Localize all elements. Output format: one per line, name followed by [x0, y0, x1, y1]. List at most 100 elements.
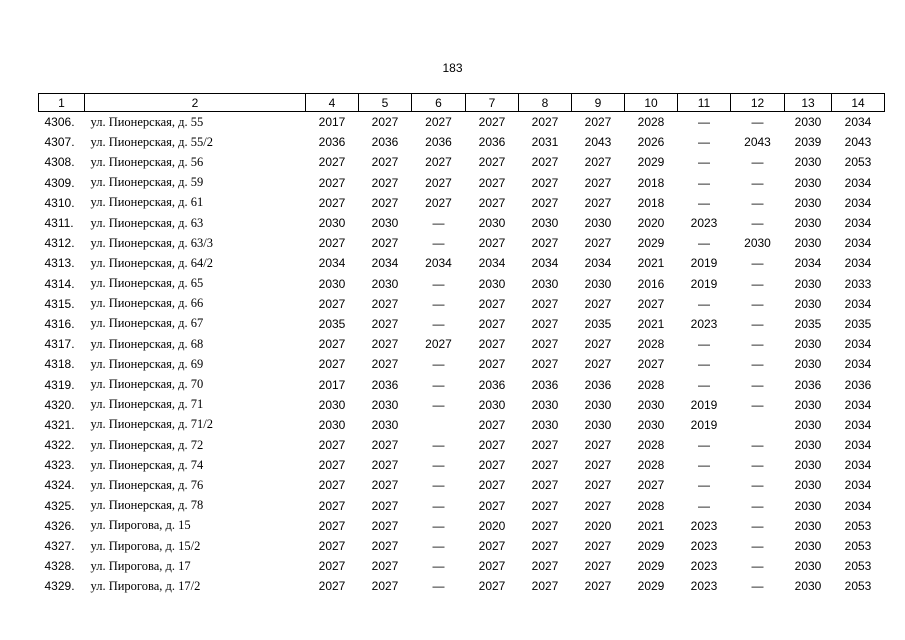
year-cell: —	[751, 518, 764, 533]
table-row: 4312. ул. Пионерская, д. 63/3 2027 2027 — 202…	[39, 233, 885, 253]
row-number: 4323.	[44, 458, 75, 473]
year-cell: 2027	[371, 539, 399, 554]
year-cell: 2030	[794, 195, 822, 210]
header-cell: 4	[305, 93, 359, 112]
year-cell: 2034	[844, 256, 872, 271]
year-cell: —	[432, 357, 445, 372]
header-cell: 5	[358, 93, 412, 112]
row-number: 4316.	[44, 316, 75, 331]
year-cell: —	[751, 438, 764, 453]
year-cell: 2030	[794, 175, 822, 190]
address: ул. Пионерская, д. 55/2	[90, 134, 213, 149]
year-cell: —	[698, 337, 710, 352]
year-cell: —	[432, 518, 445, 533]
address: ул. Пионерская, д. 71/2	[90, 417, 213, 432]
year-cell: 2030	[531, 417, 559, 432]
year-cell: 2027	[318, 559, 346, 574]
year-cell: 2027	[531, 478, 559, 493]
year-cell: —	[751, 195, 764, 210]
year-cell: 2030	[794, 559, 822, 574]
year-cell: 2030	[794, 236, 822, 251]
year-cell: —	[698, 458, 710, 473]
year-cell: 2030	[531, 216, 559, 231]
address: ул. Пионерская, д. 64/2	[90, 255, 213, 270]
year-cell: 2036	[794, 377, 822, 392]
year-cell: 2018	[637, 195, 665, 210]
year-cell: 2034	[844, 397, 872, 412]
year-cell: 2027	[371, 458, 399, 473]
year-cell: 2029	[637, 236, 665, 251]
year-cell: 2031	[531, 135, 559, 150]
year-cell: 2023	[690, 559, 718, 574]
year-cell: 2030	[794, 296, 822, 311]
year-cell: 2027	[584, 559, 612, 574]
address: ул. Пионерская, д. 63/3	[90, 235, 213, 250]
year-cell: 2053	[844, 539, 872, 554]
year-cell: 2030	[318, 397, 346, 412]
year-cell: 2034	[844, 195, 872, 210]
year-cell: 2027	[584, 539, 612, 554]
year-cell: 2027	[371, 518, 399, 533]
year-cell: 2027	[531, 357, 559, 372]
year-cell: 2027	[318, 337, 346, 352]
year-cell: —	[751, 337, 764, 352]
year-cell: 2027	[425, 115, 452, 130]
year-cell: 2027	[318, 579, 346, 594]
year-cell: 2027	[478, 115, 506, 130]
year-cell: 2030	[478, 276, 506, 291]
year-cell: 2028	[637, 458, 665, 473]
year-cell: 2030	[794, 337, 822, 352]
table-row: 4327. ул. Пирогова, д. 15/2 2027 2027 — 2027 2…	[39, 536, 885, 556]
year-cell: 2034	[844, 417, 872, 432]
year-cell: 2021	[637, 256, 665, 271]
year-cell: 2027	[531, 438, 559, 453]
header-cell: 2	[84, 93, 306, 112]
year-cell: 2027	[478, 559, 506, 574]
table-row: 4314. ул. Пионерская, д. 65 2030 2030 — 2030 2…	[39, 274, 885, 294]
year-cell: 2030	[371, 397, 399, 412]
year-cell: 2036	[478, 135, 506, 150]
table-row: 4317. ул. Пионерская, д. 68 2027 2027 2027 20…	[39, 334, 885, 354]
year-cell: 2027	[478, 357, 506, 372]
year-cell: 2053	[844, 579, 872, 594]
address: ул. Пионерская, д. 67	[90, 316, 204, 331]
year-cell: 2030	[584, 397, 612, 412]
year-cell: 2027	[584, 236, 612, 251]
year-cell: 2030	[794, 115, 822, 130]
year-cell: —	[432, 559, 445, 574]
row-number: 4329.	[44, 579, 75, 594]
year-cell: 2028	[637, 115, 665, 130]
year-cell: 2030	[794, 357, 822, 372]
year-cell: 2027	[318, 539, 346, 554]
year-cell: —	[751, 155, 764, 170]
year-cell: 2027	[637, 296, 665, 311]
address: ул. Пионерская, д. 65	[90, 276, 204, 291]
table-row: 4307. ул. Пионерская, д. 55/2 2036 2036 2036…	[39, 132, 885, 152]
year-cell: —	[698, 478, 710, 493]
year-cell: 2034	[794, 256, 822, 271]
table-row: 4310. ул. Пионерская, д. 61 2027 2027 2027 20…	[39, 193, 885, 213]
year-cell: 2030	[794, 276, 822, 291]
year-cell: —	[432, 579, 445, 594]
year-cell: 2053	[844, 559, 872, 574]
year-cell: 2034	[844, 236, 872, 251]
year-cell: —	[751, 478, 764, 493]
year-cell: 2030	[371, 276, 399, 291]
year-cell: 2027	[531, 579, 559, 594]
year-cell: —	[698, 236, 710, 251]
year-cell: 2027	[371, 478, 399, 493]
year-cell: 2027	[318, 236, 346, 251]
year-cell: 2027	[318, 518, 346, 533]
year-cell: —	[432, 276, 445, 291]
year-cell: —	[751, 397, 764, 412]
table: 1 2 4 5 6 7 8 9 10 11 12 13 14 4306. ул. Пионерская, …	[38, 93, 885, 597]
year-cell: —	[698, 175, 710, 190]
year-cell: 2036	[584, 377, 612, 392]
year-cell: 2034	[844, 498, 872, 513]
year-cell: 2026	[637, 135, 665, 150]
year-cell: 2027	[371, 236, 399, 251]
year-cell: 2027	[478, 498, 506, 513]
year-cell: 2034	[478, 256, 506, 271]
address: ул. Пионерская, д. 61	[90, 195, 204, 210]
year-cell: 2053	[844, 155, 872, 170]
